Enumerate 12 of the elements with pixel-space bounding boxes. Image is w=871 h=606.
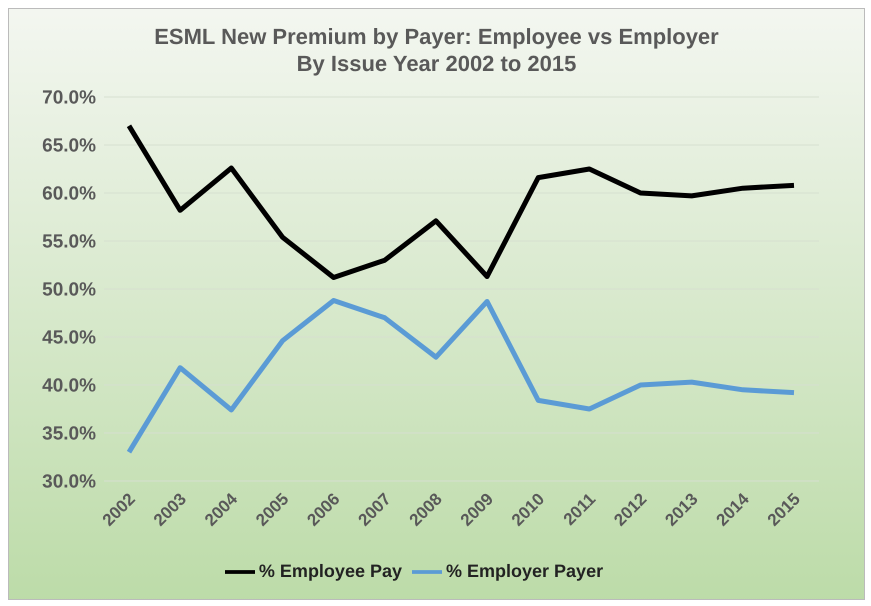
y-tick-label: 30.0% [42, 472, 96, 493]
y-tick-label: 35.0% [42, 424, 96, 445]
y-tick-label: 50.0% [42, 280, 96, 301]
legend-label: % Employee Pay [258, 560, 402, 581]
y-tick-label: 70.0% [42, 88, 96, 109]
y-tick-label: 65.0% [42, 136, 96, 157]
y-tick-label: 45.0% [42, 328, 96, 349]
y-tick-label: 40.0% [42, 376, 96, 397]
y-tick-label: 55.0% [42, 232, 96, 253]
chart-title: ESML New Premium by Payer: Employee vs Employer By Issue Year 2002 to 2015 [153, 23, 720, 77]
y-tick-label: 60.0% [42, 184, 96, 205]
legend-label: % Employer Payer [446, 560, 604, 581]
